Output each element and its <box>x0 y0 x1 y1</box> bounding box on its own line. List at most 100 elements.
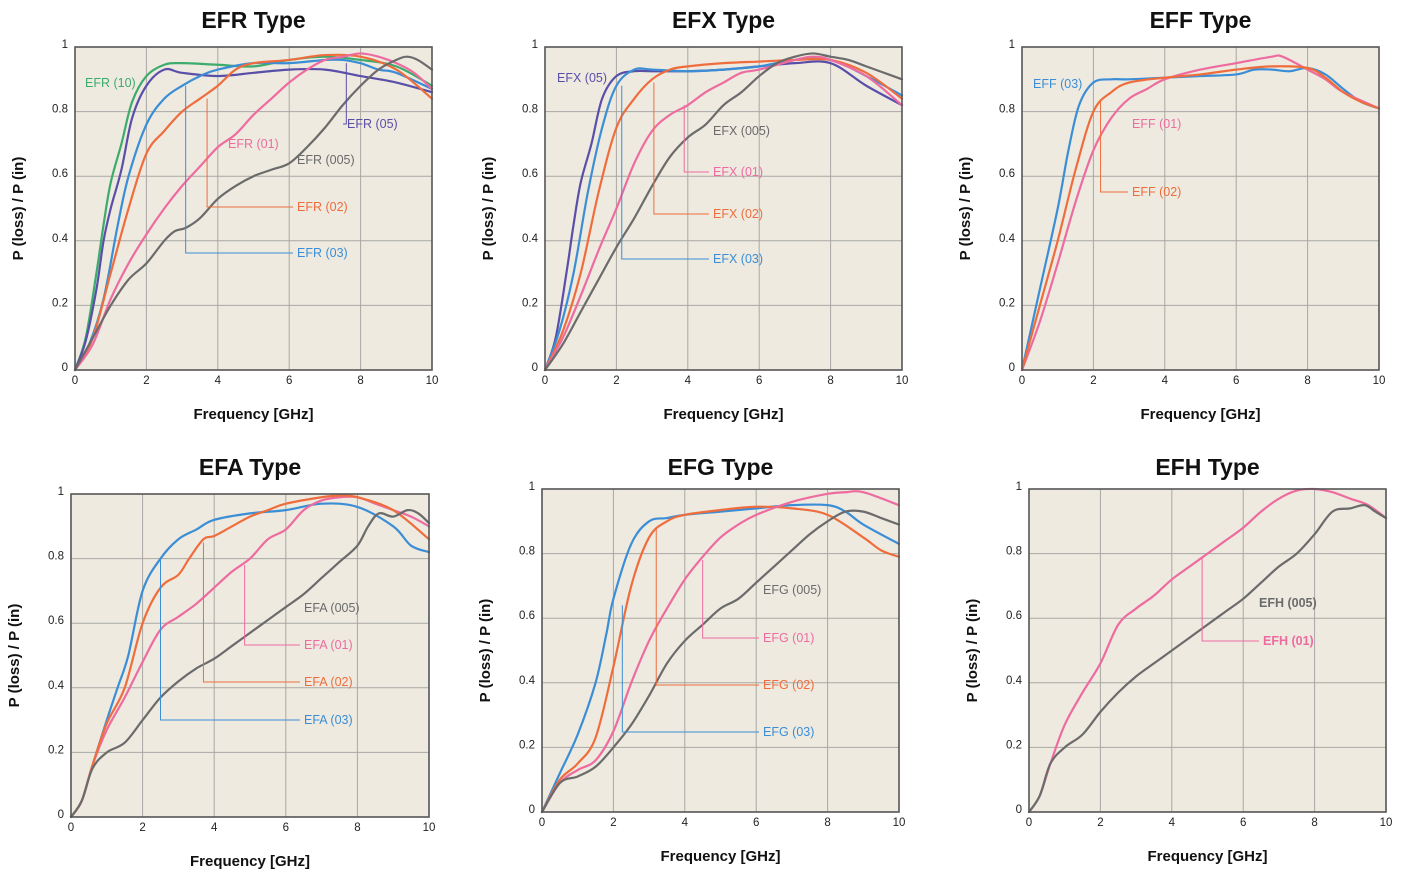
series-label: EFR (03) <box>297 246 348 260</box>
chart-title: EFX Type <box>672 7 775 33</box>
y-tick-label: 0.6 <box>999 168 1015 180</box>
y-tick-label: 1 <box>1016 481 1022 493</box>
y-tick-label: 0 <box>62 362 68 374</box>
callout-leader <box>653 82 709 215</box>
callout-leader <box>702 560 759 639</box>
series-line <box>543 60 904 372</box>
x-tick-label: 6 <box>1233 375 1239 387</box>
x-tick-label: 0 <box>72 375 78 387</box>
y-tick-label: 0.2 <box>52 297 68 309</box>
series-label: EFR (01) <box>228 137 279 151</box>
plot-area <box>1022 47 1379 370</box>
y-tick-label: 0.6 <box>48 615 64 627</box>
callout-leader <box>343 63 347 125</box>
chart-6: 0 2 4 6 8 10 0 0.2 0.4 0.6 0.8 1 EFH Type Frequency [… <box>964 454 1392 865</box>
y-tick-label: 1 <box>532 39 538 51</box>
plot-frame <box>541 488 900 813</box>
series-label: EFH (01) <box>1263 634 1314 648</box>
x-tick-label: 6 <box>753 817 759 829</box>
series-label: EFX (05) <box>557 71 607 85</box>
chart-title: EFH Type <box>1155 454 1259 480</box>
y-tick-label: 0.2 <box>1006 739 1022 751</box>
x-tick-label: 6 <box>286 375 292 387</box>
y-tick-label: 0.4 <box>519 675 536 687</box>
series-label: EFX (005) <box>713 124 770 138</box>
x-axis-label: Frequency [GHz] <box>1140 406 1260 423</box>
x-tick-label: 2 <box>1097 817 1103 829</box>
series-label: EFA (02) <box>304 675 353 689</box>
callout-leader <box>621 605 759 733</box>
x-tick-label: 4 <box>215 375 222 387</box>
series-label: EFX (03) <box>713 252 763 266</box>
plot-frame <box>1028 488 1387 813</box>
x-axis-label: Frequency [GHz] <box>1147 848 1267 865</box>
callout-leader <box>1100 101 1128 193</box>
x-tick-label: 6 <box>283 822 289 834</box>
y-tick-label: 0.4 <box>1006 675 1023 687</box>
y-axis-label: P (loss) / P (in) <box>477 599 494 703</box>
series-line <box>540 505 901 814</box>
y-tick-label: 0.6 <box>52 168 68 180</box>
y-tick-label: 0.4 <box>48 680 65 692</box>
callout-leader <box>185 85 293 254</box>
chart-title: EFF Type <box>1150 7 1252 33</box>
plot-frame <box>1021 46 1380 371</box>
chart-5: 0 2 4 6 8 10 0 0.2 0.4 0.6 0.8 1 EFG Type Frequency [… <box>477 454 905 865</box>
x-tick-label: 0 <box>539 817 545 829</box>
series-label: EFF (03) <box>1033 77 1082 91</box>
plot-frame <box>544 46 903 371</box>
callout-leader <box>202 542 300 683</box>
x-tick-label: 8 <box>354 822 360 834</box>
series-label: EFX (01) <box>713 165 763 179</box>
y-tick-label: 0.8 <box>1006 546 1022 558</box>
y-tick-label: 1 <box>529 481 535 493</box>
series-line <box>73 55 434 372</box>
series-line <box>543 57 904 372</box>
callout-leader <box>655 527 759 686</box>
series-line <box>73 52 434 372</box>
x-tick-label: 10 <box>423 822 436 834</box>
y-tick-label: 0.4 <box>999 233 1016 245</box>
y-axis-label: P (loss) / P (in) <box>964 599 981 703</box>
x-tick-label: 0 <box>1026 817 1032 829</box>
chart-4: 0 2 4 6 8 10 0 0.2 0.4 0.6 0.8 1 EFA Type Frequency [… <box>6 454 435 870</box>
series-label: EFG (005) <box>763 583 821 597</box>
y-tick-label: 0.8 <box>999 104 1015 116</box>
chart-2: 0 2 4 6 8 10 0 0.2 0.4 0.6 0.8 1 EFX Type Frequency [… <box>480 7 908 423</box>
y-axis-label: P (loss) / P (in) <box>957 157 974 261</box>
x-tick-label: 0 <box>1019 375 1025 387</box>
x-tick-label: 2 <box>610 817 616 829</box>
callout-leader <box>160 558 300 721</box>
y-tick-label: 0.6 <box>519 610 535 622</box>
series-line <box>1027 503 1388 814</box>
series-line <box>540 509 901 814</box>
y-tick-label: 1 <box>1009 39 1015 51</box>
y-tick-label: 0 <box>1016 804 1022 816</box>
x-tick-label: 8 <box>827 375 833 387</box>
plot-frame <box>74 46 433 371</box>
x-tick-label: 2 <box>613 375 619 387</box>
y-tick-label: 0.2 <box>48 744 64 756</box>
series-line <box>543 55 904 372</box>
y-tick-label: 0.8 <box>52 104 68 116</box>
y-axis-label: P (loss) / P (in) <box>10 157 27 261</box>
x-tick-label: 4 <box>682 817 689 829</box>
y-tick-label: 0.2 <box>522 297 538 309</box>
plot-area <box>542 489 899 812</box>
x-tick-label: 8 <box>824 817 830 829</box>
series-line <box>69 508 431 819</box>
y-tick-label: 0.8 <box>519 546 535 558</box>
x-tick-label: 8 <box>357 375 363 387</box>
x-tick-label: 4 <box>211 822 218 834</box>
x-tick-label: 10 <box>1373 375 1386 387</box>
chart-title: EFG Type <box>668 454 774 480</box>
x-axis-label: Frequency [GHz] <box>663 406 783 423</box>
chart-3: 0 2 4 6 8 10 0 0.2 0.4 0.6 0.8 1 EFF Type Frequency [… <box>957 7 1385 423</box>
y-tick-label: 0.6 <box>522 168 538 180</box>
y-tick-label: 0.4 <box>522 233 539 245</box>
series-label: EFG (03) <box>763 725 814 739</box>
x-tick-label: 4 <box>685 375 692 387</box>
x-tick-label: 10 <box>896 375 909 387</box>
